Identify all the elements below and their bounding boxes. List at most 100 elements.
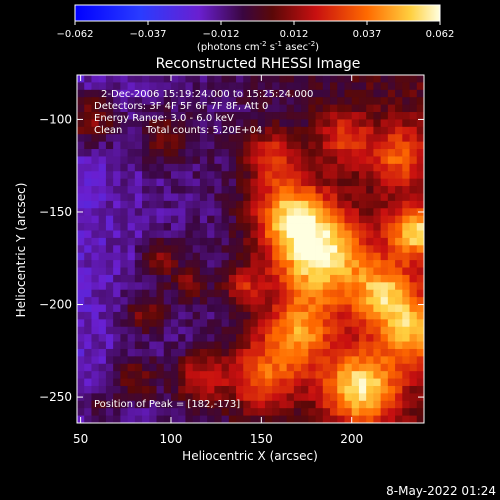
heatmap-cell — [337, 319, 345, 328]
heatmap-cell — [308, 82, 316, 91]
heatmap-cell — [243, 252, 251, 261]
heatmap-cell — [301, 119, 309, 128]
heatmap-cell — [156, 274, 165, 283]
heatmap-cell — [301, 89, 309, 98]
heatmap-cell — [214, 356, 222, 365]
heatmap-cell — [149, 200, 157, 209]
heatmap-cell — [120, 186, 129, 194]
heatmap-cell — [272, 141, 280, 150]
heatmap-cell — [264, 385, 273, 394]
heatmap-cell — [279, 112, 288, 120]
heatmap-cell — [402, 289, 410, 298]
heatmap-cell — [380, 289, 389, 298]
heatmap-cell — [185, 141, 194, 150]
heatmap-cell — [351, 200, 360, 209]
heatmap-cell — [142, 141, 150, 150]
heatmap-cell — [149, 156, 157, 165]
heatmap-cell — [409, 89, 418, 98]
heatmap-cell — [199, 237, 208, 246]
heatmap-cell — [105, 171, 114, 180]
heatmap-cell — [293, 311, 302, 320]
heatmap-cell — [199, 215, 208, 224]
heatmap-cell — [120, 311, 129, 320]
heatmap-cell — [293, 156, 302, 165]
heatmap-cell — [330, 304, 338, 313]
heatmap-cell — [105, 237, 114, 246]
colorbar-tick-label: −0.012 — [202, 29, 239, 40]
heatmap-cell — [264, 156, 273, 165]
heatmap-cell — [120, 134, 129, 143]
heatmap-cell — [272, 208, 280, 217]
heatmap-cell — [264, 371, 273, 379]
heatmap-cell — [91, 334, 100, 342]
heatmap-cell — [214, 297, 222, 305]
heatmap-cell — [113, 326, 121, 335]
heatmap-cell — [178, 334, 186, 342]
heatmap-cell — [344, 348, 353, 357]
heatmap-cell — [185, 393, 194, 402]
heatmap-cell — [250, 326, 259, 335]
heatmap-cell — [330, 415, 338, 424]
heatmap-cell — [149, 400, 157, 409]
heatmap-cell — [228, 267, 237, 276]
heatmap-cell — [257, 267, 266, 276]
heatmap-cell — [149, 171, 157, 180]
heatmap-cell — [250, 82, 259, 91]
heatmap-cell — [387, 112, 396, 120]
heatmap-cell — [416, 223, 425, 231]
heatmap-cell — [395, 200, 403, 209]
heatmap-cell — [366, 223, 374, 231]
heatmap-cell — [351, 289, 360, 298]
heatmap-cell — [236, 104, 244, 113]
heatmap-cell — [214, 163, 222, 172]
heatmap-cell — [264, 119, 273, 128]
heatmap-cell — [84, 341, 92, 350]
heatmap-cell — [286, 304, 295, 313]
heatmap-cell — [301, 282, 309, 291]
heatmap-cell — [301, 334, 309, 342]
heatmap-cell — [156, 112, 165, 120]
heatmap-cell — [149, 378, 157, 387]
heatmap-cell — [221, 252, 230, 261]
heatmap-cell — [308, 215, 316, 224]
heatmap-cell — [127, 274, 136, 283]
heatmap-cell — [293, 193, 302, 202]
heatmap-cell — [279, 326, 288, 335]
heatmap-cell — [120, 385, 129, 394]
y-tick-label: −250 — [39, 390, 72, 404]
heatmap-cell — [358, 311, 367, 320]
heatmap-cell — [257, 208, 266, 217]
heatmap-cell — [351, 363, 360, 372]
heatmap-cell — [416, 304, 425, 313]
heatmap-cell — [236, 282, 244, 291]
heatmap-cell — [366, 171, 374, 180]
heatmap-cell — [142, 82, 150, 91]
heatmap-cell — [250, 408, 259, 416]
heatmap-cell — [185, 134, 194, 143]
heatmap-cell — [170, 348, 179, 357]
heatmap-cell — [351, 408, 360, 416]
heatmap-cell — [149, 319, 157, 328]
heatmap-cell — [185, 297, 194, 305]
heatmap-cell — [185, 126, 194, 135]
heatmap-cell — [315, 304, 324, 313]
heatmap-cell — [228, 289, 237, 298]
heatmap-cell — [221, 215, 230, 224]
heatmap-cell — [373, 252, 382, 261]
heatmap-cell — [243, 97, 251, 106]
heatmap-cell — [178, 134, 186, 143]
heatmap-cell — [373, 378, 382, 387]
heatmap-cell — [113, 89, 121, 98]
heatmap-cell — [344, 252, 353, 261]
heatmap-cell — [380, 141, 389, 150]
heatmap-cell — [344, 215, 353, 224]
heatmap-cell — [264, 171, 273, 180]
heatmap-cell — [279, 104, 288, 113]
heatmap-cell — [127, 178, 136, 187]
heatmap-cell — [264, 208, 273, 217]
heatmap-cell — [236, 297, 244, 305]
heatmap-cell — [178, 371, 186, 379]
heatmap-cell — [395, 245, 403, 254]
heatmap-cell — [192, 334, 201, 342]
heatmap-cell — [91, 97, 100, 106]
